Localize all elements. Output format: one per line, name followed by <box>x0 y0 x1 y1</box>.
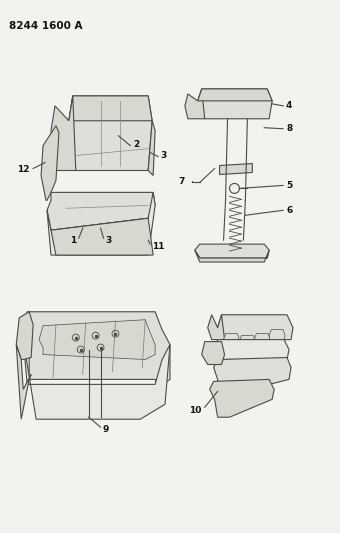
Polygon shape <box>51 96 76 171</box>
Text: 5: 5 <box>286 181 292 190</box>
Polygon shape <box>210 379 274 417</box>
Polygon shape <box>198 89 272 119</box>
Text: 11: 11 <box>152 241 165 251</box>
Polygon shape <box>23 340 170 419</box>
Polygon shape <box>41 126 59 200</box>
Text: 4: 4 <box>286 101 292 110</box>
Polygon shape <box>39 320 155 360</box>
Text: 3: 3 <box>160 151 166 160</box>
Text: 12: 12 <box>17 165 29 174</box>
Text: 8244 1600 A: 8244 1600 A <box>9 21 83 31</box>
Polygon shape <box>208 315 224 340</box>
Text: 3: 3 <box>105 236 112 245</box>
Polygon shape <box>195 250 269 262</box>
Text: 2: 2 <box>133 140 139 149</box>
Text: 8: 8 <box>286 124 292 133</box>
Polygon shape <box>198 89 272 101</box>
Polygon shape <box>254 334 270 352</box>
Polygon shape <box>69 96 152 121</box>
Polygon shape <box>69 96 152 171</box>
Polygon shape <box>23 312 170 387</box>
Polygon shape <box>239 336 255 353</box>
Text: 7: 7 <box>178 177 185 186</box>
Polygon shape <box>185 89 205 119</box>
Polygon shape <box>215 340 289 360</box>
Polygon shape <box>202 342 224 365</box>
Polygon shape <box>220 164 252 174</box>
Polygon shape <box>195 244 269 258</box>
Polygon shape <box>16 312 33 360</box>
Polygon shape <box>224 334 239 352</box>
Polygon shape <box>47 192 155 230</box>
Polygon shape <box>269 330 285 348</box>
Polygon shape <box>51 218 153 255</box>
Text: 6: 6 <box>286 206 292 215</box>
Text: 9: 9 <box>103 425 109 434</box>
Polygon shape <box>148 121 155 175</box>
Text: 1: 1 <box>70 236 77 245</box>
Polygon shape <box>16 345 31 419</box>
Text: 10: 10 <box>189 406 202 415</box>
Polygon shape <box>218 315 293 340</box>
Polygon shape <box>214 358 291 394</box>
Polygon shape <box>47 192 155 255</box>
